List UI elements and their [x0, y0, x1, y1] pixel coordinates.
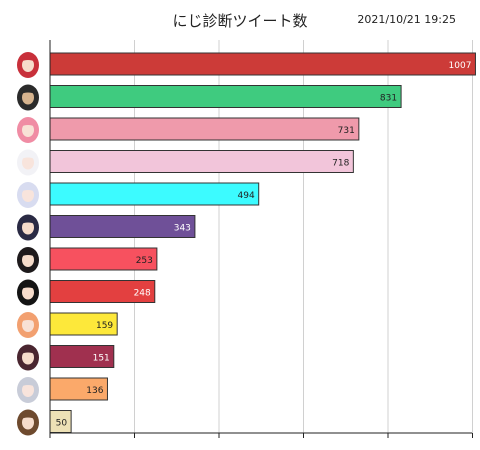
avatar-icon	[17, 279, 39, 306]
avatar-face	[22, 123, 34, 137]
avatar-face	[22, 253, 34, 267]
avatar-bangs	[20, 122, 36, 127]
bars: 1007 831 731 718 494 343 253 248 159 151 136 50	[49, 52, 476, 433]
avatar-icon	[17, 117, 39, 143]
avatar-icon	[17, 52, 39, 78]
bar-value-label: 151	[93, 354, 110, 364]
bar-value-label: 253	[136, 256, 153, 266]
chart-title: にじ診断ツイート数	[172, 12, 308, 30]
avatar-face	[22, 350, 34, 365]
avatar-bangs	[20, 57, 36, 62]
bar-value-label: 248	[134, 289, 151, 299]
bar-value-label: 136	[86, 386, 103, 396]
avatar-bangs	[20, 155, 36, 160]
avatar-bangs	[20, 90, 36, 95]
avatar-icon	[17, 214, 39, 241]
avatar-bangs	[20, 317, 36, 322]
avatar-icon	[17, 84, 39, 111]
avatar-face	[22, 415, 34, 430]
avatar-icon	[17, 247, 39, 273]
bar	[49, 150, 354, 173]
bar	[49, 117, 360, 141]
bar-value-label: 343	[174, 224, 191, 234]
bar-value-label: 718	[332, 159, 349, 169]
avatar-bangs	[20, 415, 36, 420]
bar-value-label: 1007	[449, 61, 472, 71]
avatar-face	[22, 188, 34, 202]
avatar-bangs	[20, 350, 36, 355]
bar-value-label: 159	[96, 321, 113, 331]
avatar-face	[22, 58, 34, 72]
avatar-bangs	[20, 252, 36, 257]
avatar-face	[22, 383, 34, 397]
avatar-icon	[17, 409, 39, 436]
avatar-icon	[17, 312, 39, 338]
bar	[49, 85, 402, 108]
avatar-icon	[17, 377, 39, 403]
bar-value-label: 731	[338, 126, 355, 136]
avatar-face	[22, 285, 34, 300]
bar-value-label: 494	[238, 191, 255, 201]
x-axis	[49, 40, 473, 438]
avatar-bangs	[20, 285, 36, 290]
avatar-bangs	[20, 382, 36, 387]
bar	[49, 182, 260, 206]
avatar-icon	[17, 344, 39, 371]
bar-value-label: 50	[56, 419, 68, 429]
avatar-face	[22, 155, 34, 170]
avatar-face	[22, 318, 34, 332]
bar	[49, 52, 476, 76]
avatar-face	[22, 220, 34, 235]
avatar-icon	[17, 149, 39, 176]
timestamp: 2021/10/21 19:25	[357, 13, 456, 26]
avatars	[17, 52, 39, 436]
avatar-face	[22, 90, 34, 105]
avatar-bangs	[20, 187, 36, 192]
avatar-bangs	[20, 220, 36, 225]
avatar-icon	[17, 182, 39, 208]
bar-value-label: 831	[380, 94, 397, 104]
